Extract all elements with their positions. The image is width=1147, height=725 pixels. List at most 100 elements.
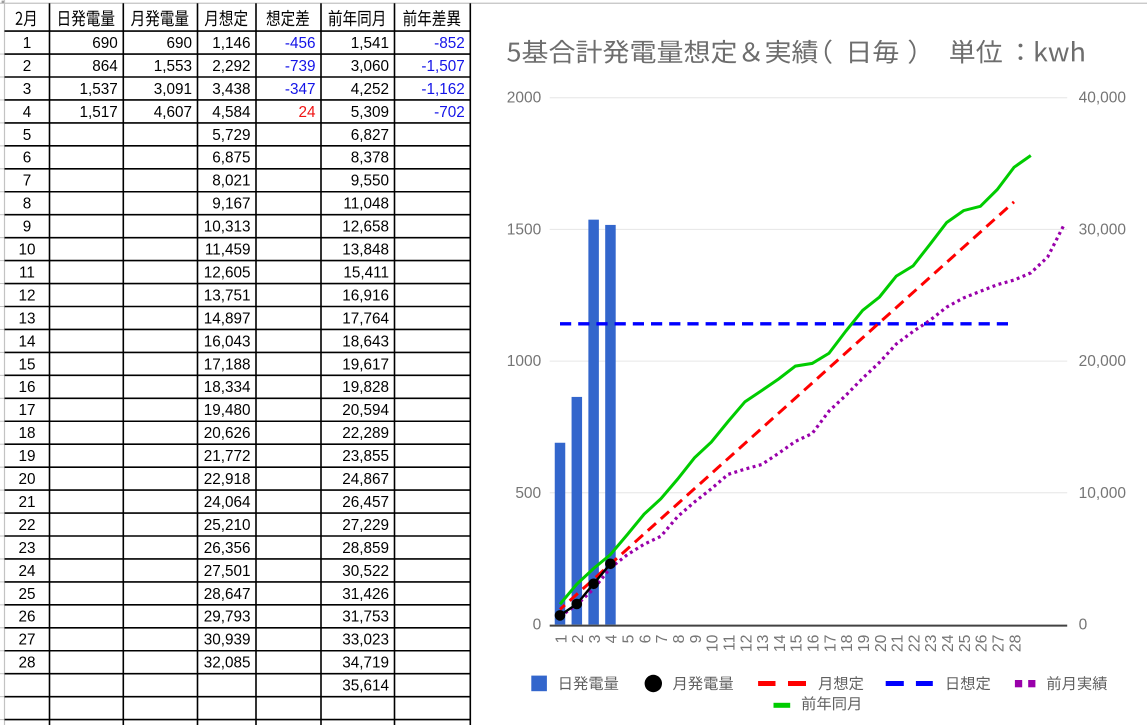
svg-text:19,828: 19,828 (342, 379, 389, 396)
svg-text:31,753: 31,753 (342, 609, 389, 626)
svg-text:3: 3 (23, 81, 32, 98)
svg-text:18,334: 18,334 (204, 379, 251, 396)
svg-text:7: 7 (654, 635, 671, 644)
svg-text:25,210: 25,210 (204, 517, 251, 534)
svg-text:1,537: 1,537 (80, 81, 118, 98)
svg-text:9,167: 9,167 (212, 196, 250, 213)
svg-text:20,626: 20,626 (204, 425, 251, 442)
svg-text:-702: -702 (434, 104, 465, 121)
svg-text:33,023: 33,023 (342, 632, 389, 649)
svg-text:11,459: 11,459 (205, 242, 251, 259)
svg-text:10,313: 10,313 (204, 219, 251, 236)
svg-text:690: 690 (92, 35, 118, 52)
svg-text:13,751: 13,751 (204, 287, 251, 304)
svg-text:13: 13 (18, 310, 35, 327)
svg-text:11,048: 11,048 (343, 196, 389, 213)
svg-text:12,658: 12,658 (342, 219, 389, 236)
svg-text:0: 0 (533, 617, 542, 634)
svg-text:2000: 2000 (507, 90, 542, 107)
svg-text:22,918: 22,918 (204, 471, 251, 488)
svg-text:24: 24 (18, 563, 36, 580)
svg-text:17: 17 (18, 402, 35, 419)
svg-text:19,617: 19,617 (342, 356, 389, 373)
svg-text:1: 1 (553, 634, 570, 643)
svg-text:4,252: 4,252 (351, 81, 389, 98)
svg-text:17: 17 (822, 635, 839, 653)
svg-text:21: 21 (18, 494, 35, 511)
svg-text:32,085: 32,085 (204, 655, 251, 672)
svg-text:22,289: 22,289 (342, 425, 389, 442)
svg-text:8: 8 (23, 196, 32, 213)
svg-text:12: 12 (738, 635, 755, 653)
svg-text:11: 11 (721, 634, 738, 651)
svg-text:5,309: 5,309 (351, 104, 389, 121)
svg-text:13,848: 13,848 (342, 242, 389, 259)
svg-text:4: 4 (23, 104, 32, 121)
svg-text:23: 23 (923, 634, 940, 652)
svg-text:14: 14 (18, 333, 36, 350)
svg-text:26: 26 (18, 609, 35, 626)
svg-text:1,553: 1,553 (154, 58, 192, 75)
svg-text:19: 19 (856, 634, 873, 652)
svg-text:3,060: 3,060 (351, 58, 389, 75)
svg-text:24,867: 24,867 (342, 471, 389, 488)
svg-text:27: 27 (991, 635, 1008, 653)
svg-text:40,000: 40,000 (1079, 90, 1127, 107)
svg-text:15,411: 15,411 (343, 265, 389, 282)
svg-text:26,356: 26,356 (204, 540, 251, 557)
svg-text:11: 11 (19, 265, 35, 282)
svg-text:25: 25 (957, 634, 974, 652)
svg-text:34,719: 34,719 (342, 655, 389, 672)
svg-text:16,043: 16,043 (204, 333, 251, 350)
svg-text:22: 22 (906, 635, 923, 653)
svg-text:12: 12 (18, 287, 35, 304)
svg-text:1: 1 (23, 35, 32, 52)
svg-text:21,772: 21,772 (204, 448, 251, 465)
svg-text:28: 28 (18, 655, 35, 672)
svg-text:26: 26 (974, 634, 991, 652)
svg-text:25: 25 (18, 586, 35, 603)
svg-text:20: 20 (18, 471, 35, 488)
svg-text:30,939: 30,939 (204, 632, 251, 649)
svg-text:35,614: 35,614 (342, 678, 389, 695)
svg-text:1,146: 1,146 (212, 35, 250, 52)
svg-text:14: 14 (772, 634, 789, 652)
svg-text:27: 27 (18, 632, 35, 649)
svg-text:2: 2 (23, 58, 32, 75)
svg-text:3,091: 3,091 (154, 81, 192, 98)
svg-text:30,000: 30,000 (1079, 221, 1127, 238)
svg-text:15: 15 (789, 634, 806, 652)
svg-text:8,021: 8,021 (212, 173, 250, 190)
svg-text:864: 864 (92, 58, 118, 75)
svg-text:4,607: 4,607 (154, 104, 192, 121)
svg-text:27,229: 27,229 (342, 517, 389, 534)
svg-text:24: 24 (940, 634, 957, 652)
svg-text:2,292: 2,292 (212, 58, 250, 75)
svg-text:9: 9 (23, 219, 32, 236)
svg-text:27,501: 27,501 (204, 563, 251, 580)
svg-text:8,378: 8,378 (351, 150, 389, 167)
svg-text:3,438: 3,438 (212, 81, 250, 98)
svg-text:5: 5 (23, 127, 32, 144)
svg-text:9: 9 (688, 634, 705, 643)
svg-text:24,064: 24,064 (204, 494, 251, 511)
svg-text:-852: -852 (434, 35, 465, 52)
svg-text:5,729: 5,729 (212, 127, 250, 144)
svg-text:22: 22 (18, 517, 35, 534)
svg-text:12,605: 12,605 (204, 265, 251, 282)
svg-text:28: 28 (1007, 634, 1024, 652)
svg-text:2: 2 (570, 635, 587, 644)
svg-text:690: 690 (166, 35, 192, 52)
svg-text:-1,162: -1,162 (421, 81, 464, 98)
svg-text:29,793: 29,793 (204, 609, 251, 626)
svg-text:23,855: 23,855 (342, 448, 389, 465)
svg-text:-1,507: -1,507 (421, 58, 464, 75)
svg-text:10: 10 (18, 242, 35, 259)
svg-text:-739: -739 (285, 58, 316, 75)
svg-text:30,522: 30,522 (342, 563, 389, 580)
svg-text:1500: 1500 (507, 221, 542, 238)
svg-text:17,764: 17,764 (342, 310, 389, 327)
svg-text:10,000: 10,000 (1079, 485, 1127, 502)
svg-text:6: 6 (637, 634, 654, 643)
svg-text:20: 20 (873, 634, 890, 652)
